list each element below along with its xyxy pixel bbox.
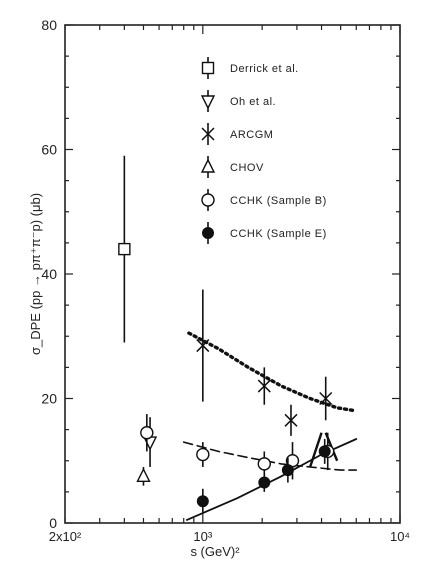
y-tick-label: 20: [41, 391, 57, 407]
x-tick-label: 10³: [193, 529, 212, 544]
y-tick-label: 80: [41, 17, 57, 33]
y-tick-label: 60: [41, 142, 57, 158]
legend-label-derrick-et-al: Derrick et al.: [230, 63, 299, 75]
arcgm-point: [257, 379, 271, 393]
arcgm-point: [319, 391, 333, 406]
legend-marker-cchk-sample-e: [202, 227, 214, 239]
legend-marker-arcgm: [201, 127, 215, 141]
chov-point: [136, 467, 151, 483]
annotation-line: [308, 432, 323, 468]
y-tick-label: 0: [49, 515, 57, 531]
arcgm-point: [284, 413, 298, 427]
x-axis-label: s (GeV)²: [190, 544, 240, 559]
legend-label-arcgm: ARCGM: [230, 129, 273, 141]
y-axis-label: σ_DPE (pp → pπ⁺π⁻p) (μb): [28, 193, 43, 355]
legend-label-oh-et-al: Oh et al.: [230, 96, 276, 108]
x-tick-label: 2x10²: [49, 529, 82, 544]
derrick-et-al-point: [118, 242, 131, 256]
cchk-sample-e-point: [196, 495, 209, 508]
cchk-sample-b-point: [196, 447, 210, 462]
dotted-curve: [187, 331, 358, 413]
cchk-sample-e-point: [258, 476, 271, 489]
x-tick-label: 10⁴: [390, 529, 410, 544]
legend-marker-oh-et-al: [200, 95, 216, 110]
legend-label-cchk-sample-b: CCHK (Sample B): [230, 195, 327, 207]
cchk-sample-e-point: [318, 445, 331, 458]
legend-marker-chov: [200, 158, 216, 173]
dashed-curve: [182, 441, 358, 471]
legend-label-chov: CHOV: [230, 162, 264, 174]
legend-marker-cchk-sample-b: [201, 193, 215, 207]
cchk-sample-e-point: [281, 464, 294, 477]
cchk-sample-b-point: [257, 457, 271, 471]
arcgm-point: [196, 339, 210, 353]
legend-label-cchk-sample-e: CCHK (Sample E): [230, 228, 327, 240]
cchk-sample-b-point: [140, 426, 154, 440]
legend-marker-derrick-et-al: [201, 61, 215, 75]
y-tick-label: 40: [41, 266, 57, 282]
